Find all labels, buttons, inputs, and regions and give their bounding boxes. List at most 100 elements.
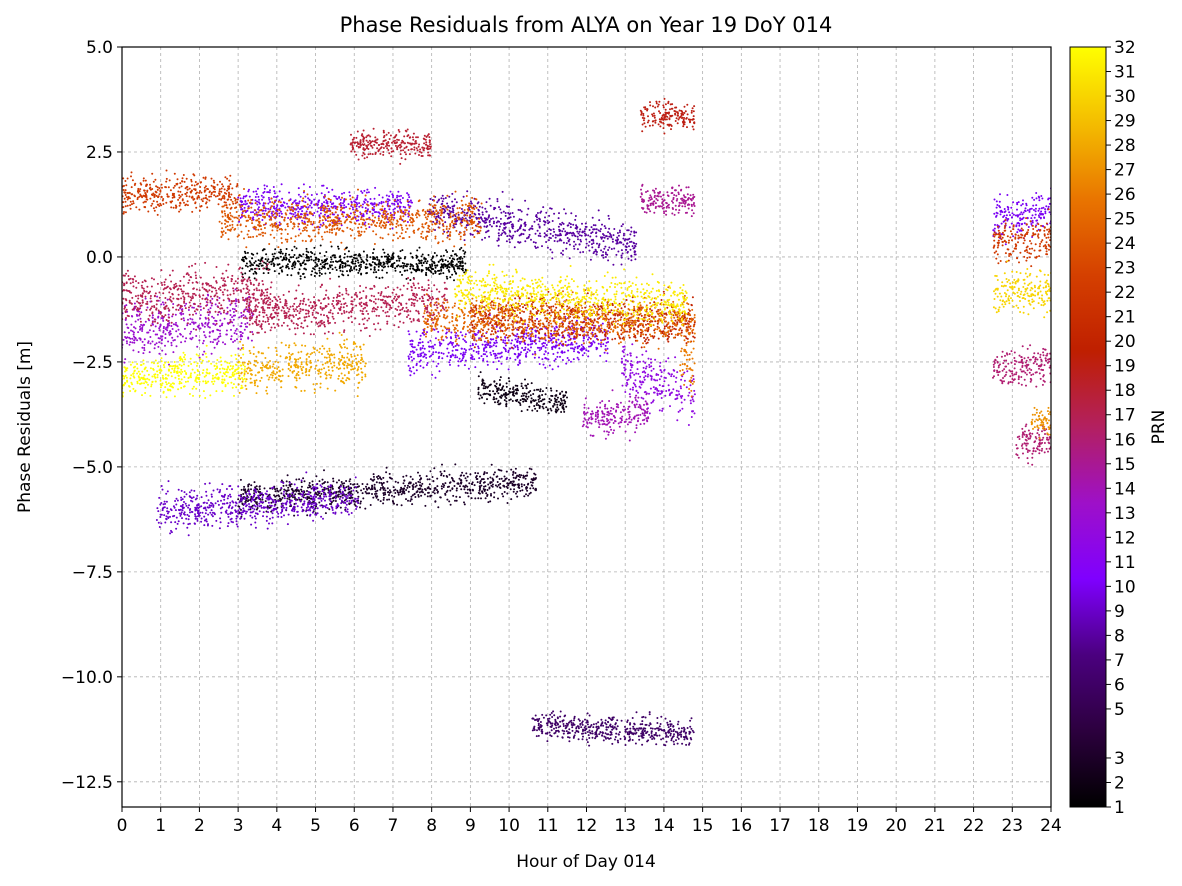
data-point [344,501,347,504]
data-point [457,344,460,347]
data-point [448,270,451,273]
data-point [319,252,321,255]
data-point [353,483,356,486]
data-point [450,254,453,257]
data-point [524,225,527,227]
data-point [583,352,586,355]
data-point [563,208,566,211]
data-point [335,491,338,494]
data-point [349,497,352,500]
data-point [461,257,464,260]
data-point [527,207,530,210]
data-point [551,348,554,351]
data-point [419,365,422,367]
data-point [529,394,532,397]
data-point [602,739,605,742]
data-point [487,229,490,232]
data-point [468,482,471,485]
data-point [484,207,487,210]
data-point [463,501,465,504]
data-point [470,202,473,205]
data-point [310,503,313,506]
data-point [543,353,546,356]
data-point [347,274,350,277]
data-point [544,393,547,396]
data-point [634,258,637,261]
data-point [524,343,527,345]
data-point [571,234,574,237]
data-point [536,729,538,732]
data-point [523,495,526,498]
data-point [344,510,347,512]
data-point [520,351,523,354]
data-point [244,203,247,206]
data-point [572,358,575,361]
data-point [512,471,515,474]
data-point [180,513,183,516]
data-point [293,254,296,256]
data-point [509,480,512,483]
data-point [553,714,556,717]
data-point [620,249,623,252]
data-point [469,344,472,347]
data-point [249,514,252,517]
data-point [339,488,342,491]
data-point [237,485,240,488]
data-point [418,246,421,249]
data-point [584,718,586,721]
data-point [339,259,342,262]
data-point [505,485,508,488]
data-point [590,226,593,229]
data-point [538,340,541,343]
data-point [503,227,506,230]
data-point [256,504,259,507]
data-point [598,219,601,222]
data-point [257,201,260,204]
data-point [561,719,564,722]
data-point [256,513,259,516]
data-point [1038,216,1041,218]
data-point [181,503,184,506]
data-point [451,257,454,260]
data-point [159,516,162,518]
data-point [367,492,370,495]
data-point [516,495,519,498]
data-point [576,725,579,728]
data-point [412,486,415,489]
data-point [237,512,240,515]
data-point [562,723,565,725]
data-point [563,410,566,413]
data-point [415,348,418,351]
data-point [391,193,394,196]
data-point [330,245,333,248]
data-point [382,488,385,491]
data-point [382,492,385,495]
data-point [510,498,513,501]
data-point [432,480,435,483]
data-point [252,272,255,275]
data-point [999,193,1001,196]
data-point [523,221,526,224]
data-point [255,496,258,499]
data-point [314,513,317,516]
data-point [1019,219,1022,222]
data-point [243,206,246,209]
data-point [526,489,529,492]
data-point [648,711,651,714]
data-point [996,204,999,206]
data-point [541,730,544,733]
data-point [349,483,352,485]
data-point [355,257,358,260]
data-point [496,401,499,404]
data-point [470,497,473,500]
data-point [269,487,272,490]
data-point [580,726,583,729]
data-point [381,265,383,268]
data-point [566,724,569,727]
data-point [391,494,393,497]
data-point [595,730,598,733]
data-point [550,409,553,412]
data-point [271,253,274,256]
data-point [521,489,524,492]
